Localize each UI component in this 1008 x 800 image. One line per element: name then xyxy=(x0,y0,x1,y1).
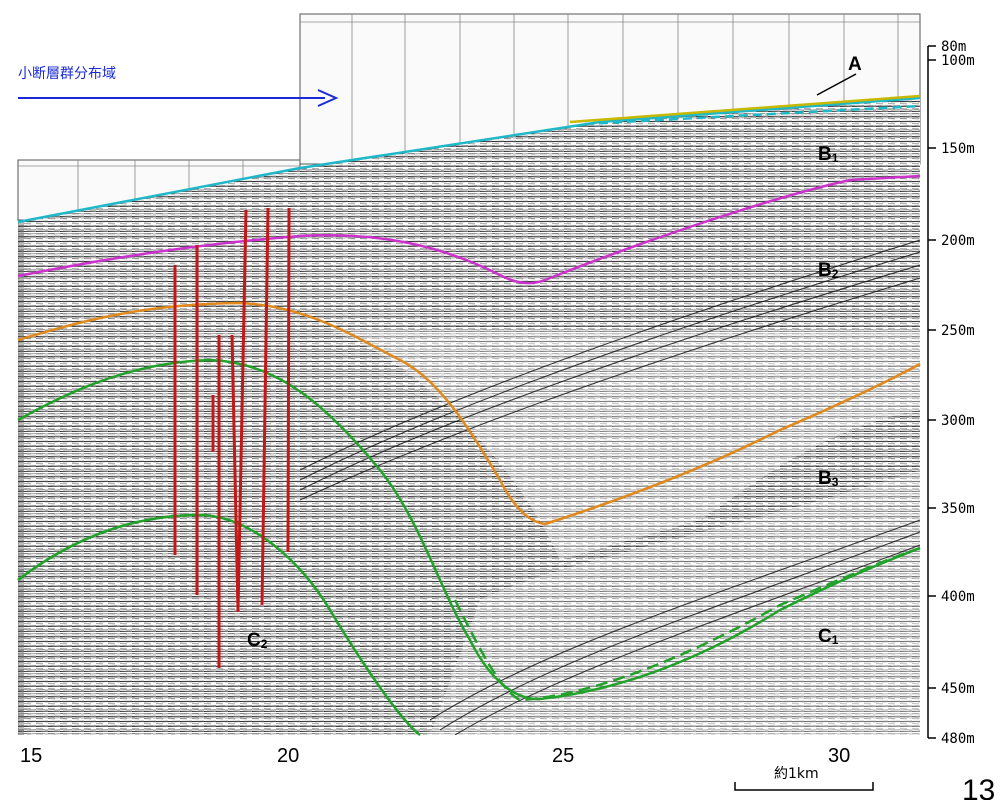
layer-a-leader xyxy=(816,73,857,96)
depth-tick-label: 350m xyxy=(941,501,975,517)
layer-label-c1: C1 xyxy=(818,626,839,647)
depth-tick-label: 450m xyxy=(941,681,975,697)
layer-label-c2: C2 xyxy=(247,630,268,651)
horizon-b3-dashed xyxy=(544,362,921,526)
horizon-b1-top xyxy=(17,96,921,224)
horizon-c1-dashed xyxy=(453,546,921,702)
distance-tick-label: 30 xyxy=(828,745,850,767)
horizon-lines xyxy=(17,94,921,736)
layer-label-b1: B1 xyxy=(818,144,839,165)
layer-label-a: A xyxy=(848,54,862,75)
fault-line xyxy=(230,334,240,613)
horizon-a xyxy=(569,94,921,124)
scale-bar-label: 約1km xyxy=(774,766,819,782)
layer-label-b3: B3 xyxy=(818,468,839,489)
arrow-right-icon xyxy=(317,89,339,107)
fault-line xyxy=(236,209,248,613)
horizon-c1-top xyxy=(17,358,921,701)
scale-bar: 約1km xyxy=(734,766,874,791)
fault-group xyxy=(173,207,291,668)
depth-tick-label: 400m xyxy=(941,589,975,605)
depth-tick-label: 100m xyxy=(941,53,975,69)
layer-labels: A B1 B2 B3 C1 C2 xyxy=(247,54,862,651)
depth-tick-label: 150m xyxy=(941,141,975,157)
fault-zone-legend: 小断層群分布域 xyxy=(18,66,339,107)
depth-tick-label: 480m xyxy=(941,731,975,747)
depth-axis: 80m 100m 150m 200m 250m 300m 350m 400m 4… xyxy=(927,39,975,747)
distance-tick-label: 25 xyxy=(552,745,574,767)
reflection-texture xyxy=(18,98,920,735)
fault-line xyxy=(286,207,291,553)
fault-zone-label: 小断層群分布域 xyxy=(18,66,116,82)
distance-axis: 15 20 25 30 xyxy=(20,745,850,767)
depth-tick-label: 80m xyxy=(941,39,966,55)
distance-tick-label: 15 xyxy=(20,745,42,767)
depth-tick-label: 200m xyxy=(941,233,975,249)
depth-tick-label: 250m xyxy=(941,323,975,339)
horizon-b2-top xyxy=(17,174,921,285)
page-number: 13 xyxy=(962,774,995,800)
depth-tick-label: 300m xyxy=(941,413,975,429)
horizon-b3-top xyxy=(17,301,921,526)
layer-label-b2: B2 xyxy=(818,260,839,281)
fault-line xyxy=(260,207,270,606)
distance-tick-label: 20 xyxy=(277,745,299,767)
